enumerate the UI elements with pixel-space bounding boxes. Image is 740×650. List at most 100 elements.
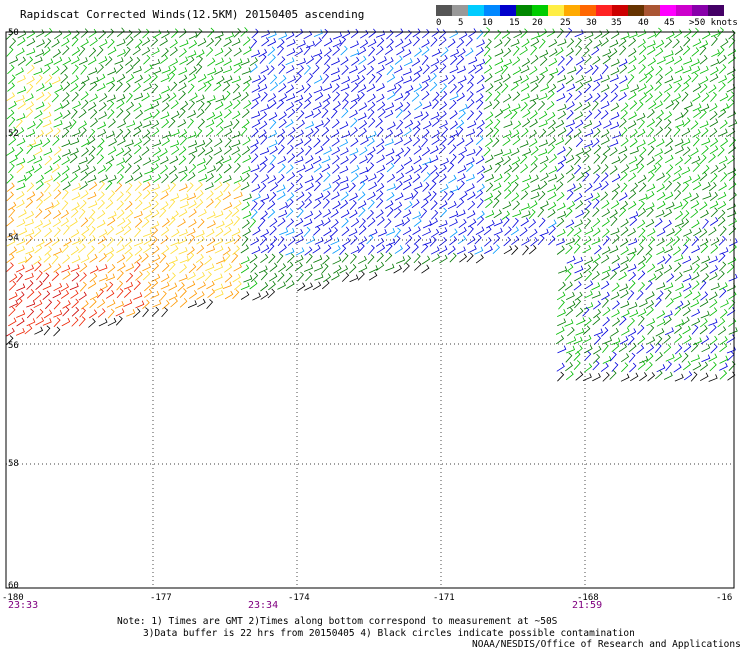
wind-barb (422, 101, 432, 110)
wind-barb (591, 100, 599, 111)
wind-barb (96, 64, 104, 74)
wind-barb (222, 175, 232, 184)
wind-barb (484, 73, 493, 83)
wind-barb (681, 316, 690, 326)
wind-barb (276, 38, 285, 49)
wind-barb (709, 324, 717, 334)
wind-barb (682, 192, 692, 201)
wind-barb (88, 309, 98, 319)
wind-barb (26, 280, 34, 290)
wind-barb (89, 265, 99, 274)
wind-barb (476, 210, 485, 220)
wind-barb (683, 343, 692, 353)
wind-barb (709, 298, 718, 309)
wind-barb (79, 199, 87, 210)
wind-barb (584, 38, 593, 48)
wind-barb (573, 183, 582, 192)
wind-barb (404, 119, 414, 129)
wind-barb (97, 138, 105, 148)
wind-barb (709, 265, 719, 274)
wind-barb (351, 56, 360, 66)
wind-barb (421, 137, 428, 148)
wind-barb (638, 54, 647, 65)
wind-barb (133, 238, 144, 247)
wind-barb (718, 108, 727, 118)
wind-barb (71, 56, 80, 65)
wind-barb (71, 46, 81, 56)
wind-barb (467, 200, 476, 211)
wind-barb (709, 307, 718, 317)
wind-barb (654, 297, 662, 307)
wind-barb (530, 32, 540, 40)
wind-barb (24, 171, 33, 182)
wind-barb (124, 191, 132, 202)
wind-barb (107, 109, 115, 120)
wind-barb (187, 118, 194, 129)
wind-barb (169, 155, 179, 164)
wind-barb (330, 129, 340, 138)
wind-barb (222, 65, 233, 74)
wind-barb (594, 245, 602, 255)
wind-barb (656, 228, 666, 237)
wind-barb (717, 270, 725, 281)
wind-barb (295, 247, 305, 256)
wind-barb (214, 173, 223, 183)
wind-barb (342, 99, 349, 110)
wind-barb (267, 175, 277, 184)
wind-barb (36, 180, 44, 191)
wind-barb (250, 99, 259, 110)
wind-barb (161, 245, 170, 255)
wind-barb (376, 261, 385, 271)
wind-barb (483, 164, 493, 173)
wind-barb (726, 307, 736, 316)
wind-barb (224, 219, 234, 228)
wind-barb (96, 145, 104, 156)
wind-barb (718, 156, 728, 165)
legend-swatch (548, 5, 564, 16)
wind-barb (555, 326, 565, 335)
wind-barb (250, 38, 258, 49)
wind-barb (368, 73, 376, 84)
wind-barb (26, 300, 36, 308)
wind-barb (530, 82, 539, 92)
wind-barb (276, 99, 285, 109)
wind-barb (538, 139, 548, 147)
wind-barb (663, 371, 673, 380)
wind-barb (512, 45, 520, 56)
wind-barb (107, 100, 115, 111)
wind-barb (26, 289, 35, 299)
wind-barb (549, 153, 557, 164)
wind-barb (71, 192, 81, 201)
wind-barb (44, 227, 53, 238)
wind-barb (413, 111, 423, 119)
wind-barb (710, 207, 718, 218)
wind-barb (403, 101, 411, 112)
wind-barb (376, 198, 384, 209)
wind-barb (591, 270, 600, 281)
wind-barb (144, 288, 153, 298)
wind-barb (612, 300, 620, 310)
wind-barb (187, 300, 197, 308)
wind-barb (36, 191, 44, 202)
wind-barb (305, 271, 313, 282)
wind-barb (609, 74, 619, 82)
wind-barb (312, 156, 322, 165)
wind-barb (430, 246, 440, 255)
wind-barb (33, 155, 43, 164)
legend-swatch (692, 5, 708, 16)
wind-barb (709, 361, 717, 372)
wind-barb (683, 57, 693, 65)
wind-barb (655, 369, 663, 380)
wind-barb (241, 166, 251, 174)
wind-barb (43, 309, 53, 319)
wind-barb (483, 101, 493, 110)
wind-barb (467, 110, 475, 121)
wind-barb (234, 153, 242, 163)
wind-barb (279, 227, 289, 236)
wind-barb (565, 55, 573, 66)
wind-barb (188, 100, 195, 111)
wind-barb (610, 121, 620, 130)
wind-barb (700, 209, 709, 219)
wind-barb (467, 245, 477, 254)
